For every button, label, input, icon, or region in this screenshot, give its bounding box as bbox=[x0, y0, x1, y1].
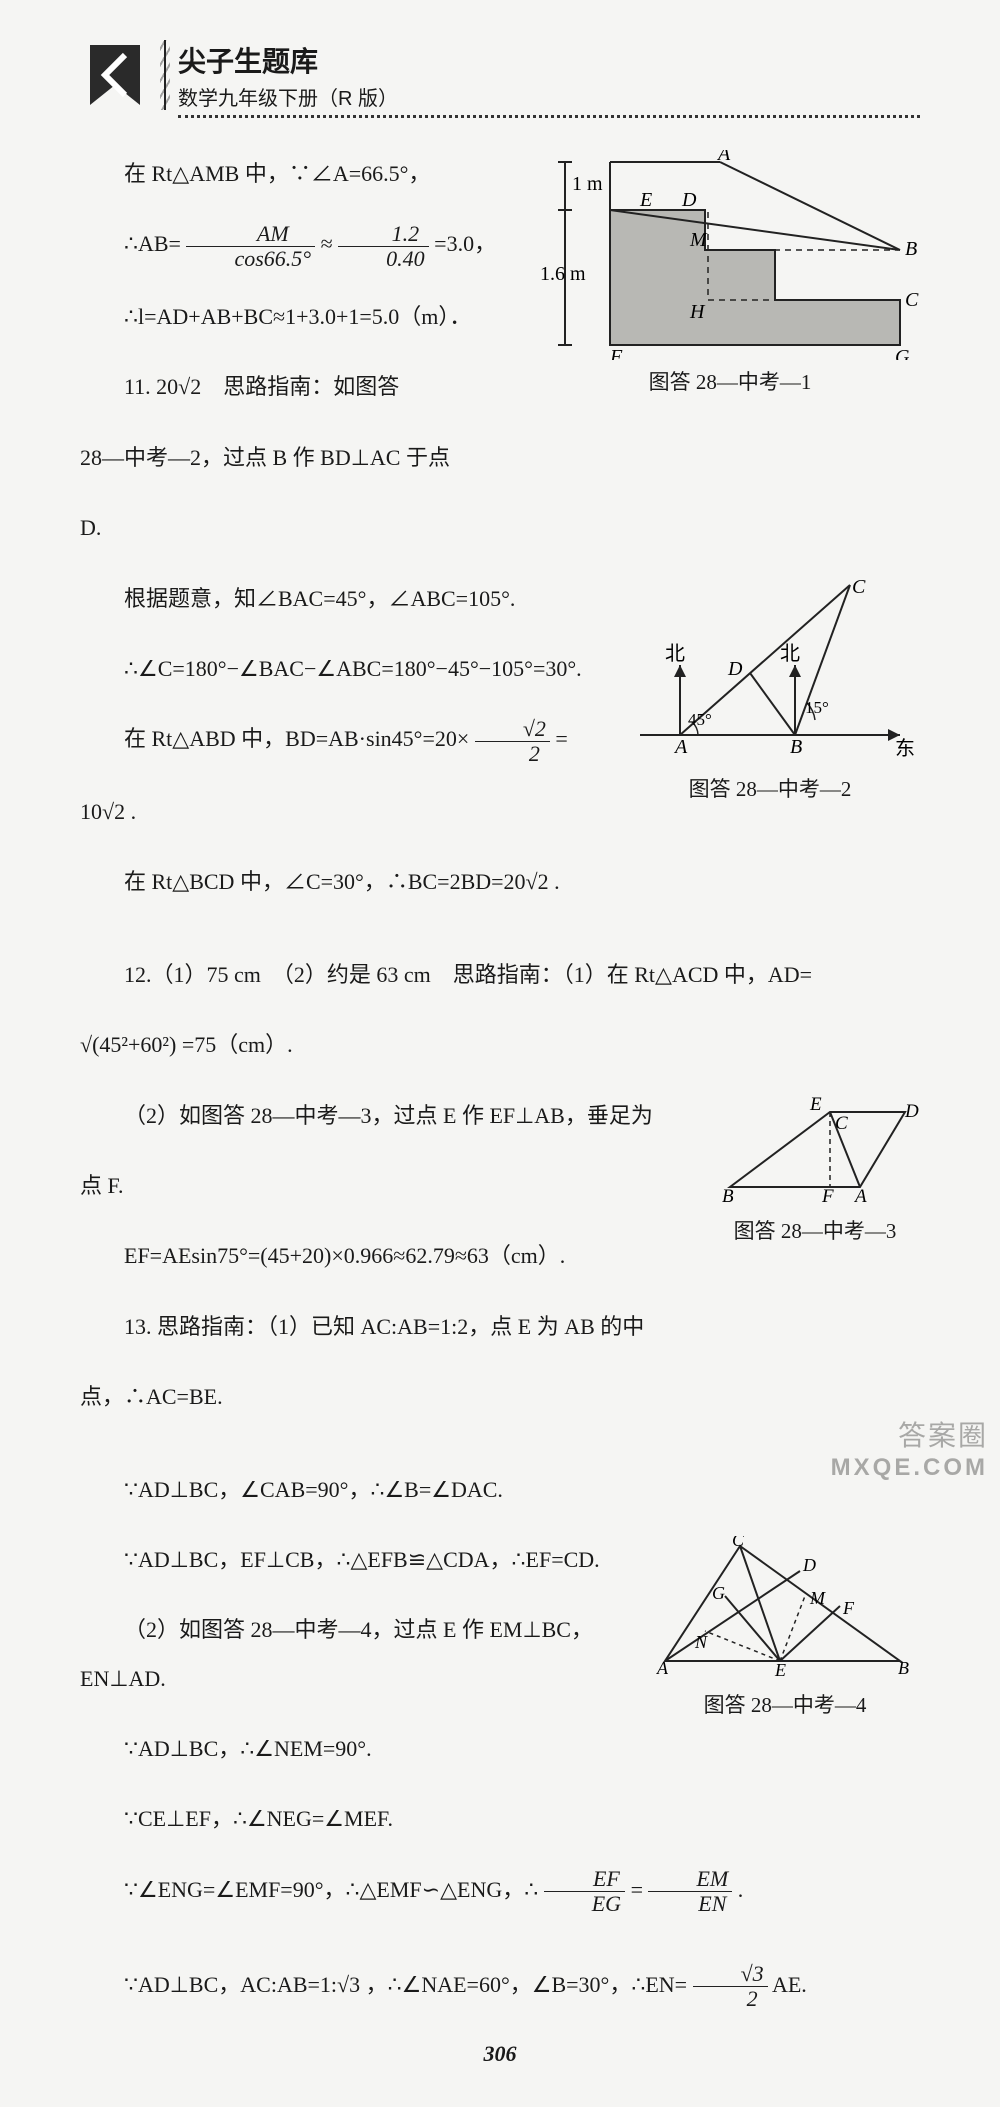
line-17: 13. 思路指南：（1）已知 AC:AB=1:2，点 E 为 AB 的中 bbox=[80, 1303, 920, 1351]
l24a: ∵∠ENG=∠EMF=90°，∴△EMF∽△ENG，∴ bbox=[124, 1877, 538, 1902]
figure-4: A B C D E F G M N 图答 28—中考—4 bbox=[650, 1536, 920, 1728]
fig1-E: E bbox=[639, 189, 652, 211]
header-arrow-icon bbox=[80, 40, 150, 120]
fig4-C: C bbox=[732, 1536, 745, 1550]
fig4-A: A bbox=[656, 1658, 669, 1676]
fig2-15: 15° bbox=[805, 698, 829, 717]
line-18: 点，∴AC=BE. bbox=[80, 1373, 920, 1421]
line-25: ∵AD⊥BC，AC:AB=1:√3 ，∴∠NAE=60°，∠B=30°，∴EN=… bbox=[80, 1961, 920, 2012]
fig4-M: M bbox=[809, 1588, 826, 1608]
figure-1-caption: 图答 28—中考—1 bbox=[540, 366, 920, 396]
fig4-G: G bbox=[712, 1583, 725, 1603]
fig2-A: A bbox=[673, 736, 688, 758]
fig1-H: H bbox=[689, 301, 706, 323]
line-6: D. bbox=[80, 504, 920, 552]
header-text-block: 尖子生题库 数学九年级下册（R 版） bbox=[178, 40, 920, 118]
fig1-A: A bbox=[716, 150, 731, 165]
frac-4: EFEG bbox=[544, 1867, 625, 1916]
frac-6: √32 bbox=[693, 1962, 768, 2011]
l24c: . bbox=[738, 1877, 744, 1902]
watermark: 答案圈 MXQE.COM bbox=[831, 1414, 988, 1482]
line-19: ∵AD⊥BC，∠CAB=90°，∴∠B=∠DAC. bbox=[80, 1466, 920, 1514]
fig2-C: C bbox=[852, 576, 866, 598]
page: 尖子生题库 数学九年级下册（R 版） bbox=[0, 0, 1000, 2107]
fig3-A: A bbox=[853, 1186, 867, 1202]
fig1-d1: 1 m bbox=[572, 173, 603, 195]
fig4-F: F bbox=[842, 1598, 855, 1618]
fig1-d2: 1.6 m bbox=[540, 263, 586, 285]
body-text: 在 Rt△AMB 中，∵∠A=66.5°， ∴AB= AMcos66.5° ≈ … bbox=[80, 150, 920, 2011]
fig4-B: B bbox=[898, 1658, 909, 1676]
fig4-D: D bbox=[802, 1555, 816, 1575]
figure-1: A B C D E F G H M 1 m 1.6 m 图答 28—中考—1 bbox=[540, 150, 920, 396]
l25b: AE. bbox=[772, 1972, 807, 1997]
fig3-B: B bbox=[722, 1186, 734, 1202]
watermark-line1: 答案圈 bbox=[831, 1414, 988, 1454]
fig2-north2: 北 bbox=[780, 642, 800, 665]
fig3-E: E bbox=[809, 1094, 822, 1115]
figure-2-caption: 图答 28—中考—2 bbox=[620, 766, 920, 812]
figure-3: B F A C E D 图答 28—中考—3 bbox=[710, 1092, 920, 1254]
figure-3-caption: 图答 28—中考—3 bbox=[710, 1208, 920, 1254]
fig4-N: N bbox=[694, 1632, 708, 1652]
frac-1: AMcos66.5° bbox=[186, 222, 315, 271]
figure-2: A B C D 北 北 东 45° 15° 图答 28—中考—2 bbox=[620, 575, 920, 812]
l2b: ≈ bbox=[321, 231, 339, 256]
header-subtitle: 数学九年级下册（R 版） bbox=[178, 82, 398, 111]
line-22: ∵AD⊥BC，∴∠NEM=90°. bbox=[80, 1725, 920, 1773]
line-12: 12.（1）75 cm （2）约是 63 cm 思路指南：（1）在 Rt△ACD… bbox=[80, 951, 920, 999]
frac-5: EMEN bbox=[648, 1867, 732, 1916]
header-divider bbox=[164, 40, 166, 110]
l25a: ∵AD⊥BC，AC:AB=1:√3 ，∴∠NAE=60°，∠B=30°，∴EN= bbox=[124, 1972, 687, 1997]
l2a: ∴AB= bbox=[124, 231, 181, 256]
line-23: ∵CE⊥EF，∴∠NEG=∠MEF. bbox=[80, 1795, 920, 1843]
fig1-G: G bbox=[895, 346, 910, 360]
l2c: =3.0， bbox=[434, 231, 496, 256]
fig1-F: F bbox=[609, 346, 623, 360]
l9b: = bbox=[555, 726, 567, 751]
page-number: 306 bbox=[80, 2041, 920, 2067]
fig3-D: D bbox=[904, 1101, 919, 1122]
figure-4-caption: 图答 28—中考—4 bbox=[650, 1682, 920, 1728]
fig3-C: C bbox=[835, 1113, 848, 1134]
header-dotted-line bbox=[178, 115, 920, 118]
l9a: 在 Rt△ABD 中，BD=AB·sin45°=20× bbox=[124, 726, 469, 751]
line-11: 在 Rt△BCD 中，∠C=30°，∴BC=2BD=20√2 . bbox=[80, 858, 920, 906]
watermark-line2: MXQE.COM bbox=[831, 1454, 988, 1482]
l24b: = bbox=[631, 1877, 643, 1902]
fig4-E: E bbox=[774, 1660, 786, 1676]
fig2-east: 东 bbox=[895, 737, 915, 760]
fig1-D: D bbox=[681, 189, 697, 211]
header-title: 尖子生题库 bbox=[178, 40, 920, 80]
fig2-D: D bbox=[727, 658, 743, 680]
frac-3: √22 bbox=[475, 717, 550, 766]
frac-2: 1.20.40 bbox=[338, 222, 429, 271]
line-13: √(45²+60²) =75（cm）. bbox=[80, 1021, 920, 1069]
fig1-B: B bbox=[905, 238, 917, 260]
fig2-45: 45° bbox=[688, 710, 712, 729]
line-24: ∵∠ENG=∠EMF=90°，∴△EMF∽△ENG，∴ EFEG = EMEN … bbox=[80, 1866, 920, 1917]
fig1-M: M bbox=[689, 229, 708, 251]
page-header: 尖子生题库 数学九年级下册（R 版） bbox=[80, 40, 920, 120]
fig3-F: F bbox=[821, 1186, 834, 1202]
fig2-B: B bbox=[790, 736, 802, 758]
fig1-C: C bbox=[905, 289, 919, 311]
fig2-north1: 北 bbox=[665, 642, 685, 665]
line-5: 28—中考—2，过点 B 作 BD⊥AC 于点 bbox=[80, 434, 920, 482]
